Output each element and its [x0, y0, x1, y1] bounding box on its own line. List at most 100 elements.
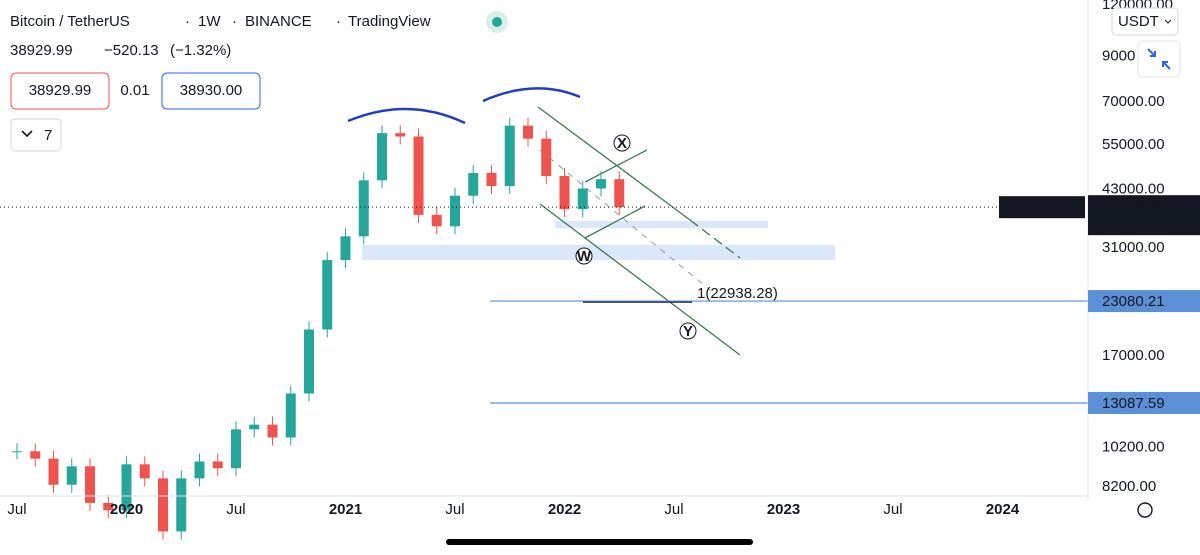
currency-button[interactable]: [1111, 7, 1179, 36]
icon: [1147, 48, 1171, 70]
sell-price[interactable]: 38929.99: [29, 82, 92, 99]
settings[interactable]: [1137, 502, 1153, 518]
candle: [395, 133, 406, 137]
candle: [486, 172, 497, 187]
candle: [614, 179, 625, 208]
indicator-count[interactable]: 7: [44, 127, 52, 144]
price-tick-label: 8200.00: [1102, 478, 1156, 495]
drawings: 1(22938.28) W X Y: [347, 87, 835, 356]
price-tick-label: 70000.00: [1102, 93, 1165, 110]
exchange: BINANCE: [245, 13, 312, 30]
price-tick-label: 55000.00: [1102, 136, 1165, 153]
time-labels: Jul 2020 Jul 2021 Jul 2022 Jul 2023 Jul 2024: [7, 501, 1019, 518]
candle: [450, 195, 460, 227]
channel: [539, 203, 741, 356]
time-label: Jul: [226, 501, 245, 518]
levels: [0, 206, 1088, 404]
time-label: Jul: [445, 501, 464, 518]
buy-button[interactable]: [161, 72, 261, 110]
candle: [231, 429, 241, 469]
level-label: 13087.59: [1102, 395, 1165, 412]
last-price-label: 38929.99: [1102, 198, 1165, 215]
chevron: [1164, 19, 1172, 24]
candle: [48, 458, 59, 485]
symbol-tag: [999, 196, 1085, 219]
candle: [304, 329, 314, 394]
candle: [194, 461, 205, 479]
candle: [504, 125, 515, 187]
candle: [285, 393, 296, 438]
time-label: 2024: [986, 501, 1020, 518]
candle: [559, 176, 570, 210]
price-tick-label: 31000.00: [1102, 239, 1165, 256]
candle: [322, 260, 333, 330]
sep: ·: [232, 13, 237, 30]
last: 38929.99: [10, 42, 73, 59]
wave-label: Y: [683, 323, 693, 340]
time-label: Jul: [664, 501, 683, 518]
projection: [539, 149, 711, 291]
candle: [596, 179, 606, 189]
candle: [212, 461, 223, 469]
indicators-toggle[interactable]: [10, 118, 62, 152]
candle: [468, 172, 479, 196]
symbol-tag-label: BTCUSDT: [1007, 199, 1078, 216]
candles: [12, 117, 625, 540]
time-label: 2023: [767, 501, 800, 518]
wave-label: X: [617, 135, 627, 152]
candle: [267, 424, 278, 438]
last-price-tag: [1088, 195, 1200, 236]
home-indicator: [446, 539, 753, 545]
candle: [340, 236, 351, 261]
candle: [158, 478, 168, 532]
price-tick-label: 17000.00: [1102, 347, 1165, 364]
candle: [541, 138, 552, 177]
zone: [362, 245, 835, 260]
wave-mark: [613, 134, 631, 152]
sep: ·: [336, 13, 341, 30]
candle: [176, 478, 187, 532]
candle: [85, 466, 95, 503]
candle: [377, 133, 387, 181]
candle: [103, 502, 114, 511]
change: −520.13: [104, 42, 159, 59]
wedge: [584, 149, 648, 183]
candle: [30, 451, 41, 459]
fib-label: 1(22938.28): [697, 285, 778, 302]
currency[interactable]: USDT: [1118, 13, 1159, 30]
wave-mark: [575, 247, 593, 265]
interval: 1W: [198, 13, 221, 30]
chevron: [21, 130, 33, 138]
time-label: 2022: [548, 501, 581, 518]
candle: [139, 464, 150, 479]
status-dot: [492, 17, 502, 27]
arc: [347, 107, 466, 125]
time-label: 2020: [110, 501, 143, 518]
price-labels: 120000.00900070000.0055000.0043000.00310…: [999, 0, 1200, 495]
platform: TradingView: [348, 13, 431, 30]
time-label: Jul: [883, 501, 902, 518]
symbol: Bitcoin / TetherUS: [10, 13, 130, 30]
price-axis: [1088, 0, 1200, 500]
auto-scale[interactable]: [1137, 40, 1181, 78]
candle: [12, 451, 22, 453]
price-tick-label: 10200.00: [1102, 439, 1165, 456]
time-label: Jul: [7, 501, 26, 518]
wave-label: W: [577, 248, 592, 265]
level-tag: [1088, 290, 1200, 313]
sell-button[interactable]: [10, 72, 110, 110]
candle: [66, 466, 77, 485]
channel: [689, 219, 741, 259]
level-label: 23080.21: [1102, 293, 1165, 310]
candle: [413, 136, 424, 215]
time-label: 2021: [329, 501, 362, 518]
change-pct: (−1.32%): [170, 42, 231, 59]
arc: [482, 87, 581, 103]
level-tag: [1088, 391, 1200, 414]
price-tick-label: 9000: [1102, 48, 1135, 65]
zone: [555, 221, 768, 228]
channel: [537, 106, 691, 221]
candle: [523, 125, 533, 139]
buy-price[interactable]: 38930.00: [180, 82, 243, 99]
